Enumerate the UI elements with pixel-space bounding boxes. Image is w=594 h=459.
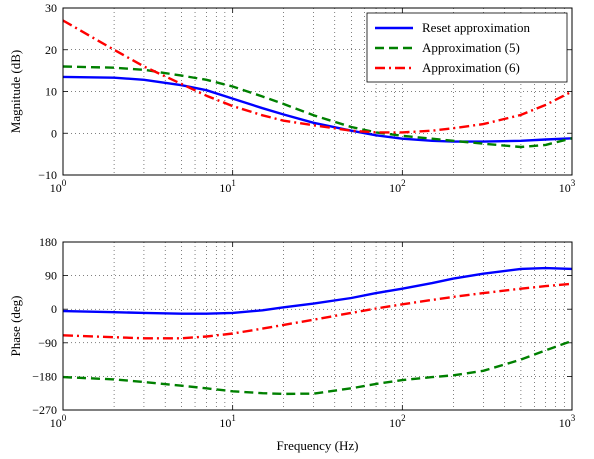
x-tick-label: 100 <box>50 178 67 195</box>
x-tick-label: 101 <box>219 413 236 430</box>
series-line-2 <box>62 339 573 396</box>
y-tick-label: 90 <box>45 269 57 283</box>
x-tick-label: 102 <box>389 178 406 195</box>
plot-1: 100 101 102 103 −10 0 10 20 30 Magnitude (dB) Rese… <box>8 1 576 195</box>
y-tick-label: 0 <box>51 302 57 316</box>
y-tick-label: 10 <box>45 85 57 99</box>
x-tick-label: 102 <box>389 413 406 430</box>
legend-box <box>366 12 568 83</box>
y-tick-label: −10 <box>38 168 57 182</box>
x-tick-label: 103 <box>559 413 576 430</box>
y-axis-label: Magnitude (dB) <box>8 50 23 133</box>
x-axis-label: Frequency (Hz) <box>277 438 359 453</box>
x-tick-label: 101 <box>219 178 236 195</box>
series-line-3 <box>62 282 573 340</box>
y-tick-label: −180 <box>32 369 57 383</box>
plot-frame <box>62 241 573 411</box>
series-line-1 <box>62 75 573 143</box>
y-tick-label: 0 <box>51 126 57 140</box>
plot-2: 100 101 102 103 −270 −180 −90 0 90 180 Phase (deg)… <box>8 235 576 453</box>
legend-label-2: Approximation (5) <box>422 40 520 55</box>
y-tick-label: 20 <box>45 43 57 57</box>
y-axis-label: Phase (deg) <box>8 295 23 356</box>
y-tick-label: −90 <box>38 336 57 350</box>
legend-label-1: Reset approximation <box>422 20 530 35</box>
series-line-3 <box>62 19 573 134</box>
x-tick-label: 103 <box>559 178 576 195</box>
x-tick-label: 100 <box>50 413 67 430</box>
series-line-1 <box>62 266 573 315</box>
legend: Reset approximation Approximation (5) Appr… <box>366 12 568 83</box>
legend-label-3: Approximation (6) <box>422 60 520 75</box>
series-line-2 <box>62 65 573 149</box>
plot-frame <box>62 7 573 176</box>
y-tick-label: 180 <box>39 235 57 249</box>
y-tick-label: −270 <box>32 403 57 417</box>
y-tick-label: 30 <box>45 1 57 15</box>
